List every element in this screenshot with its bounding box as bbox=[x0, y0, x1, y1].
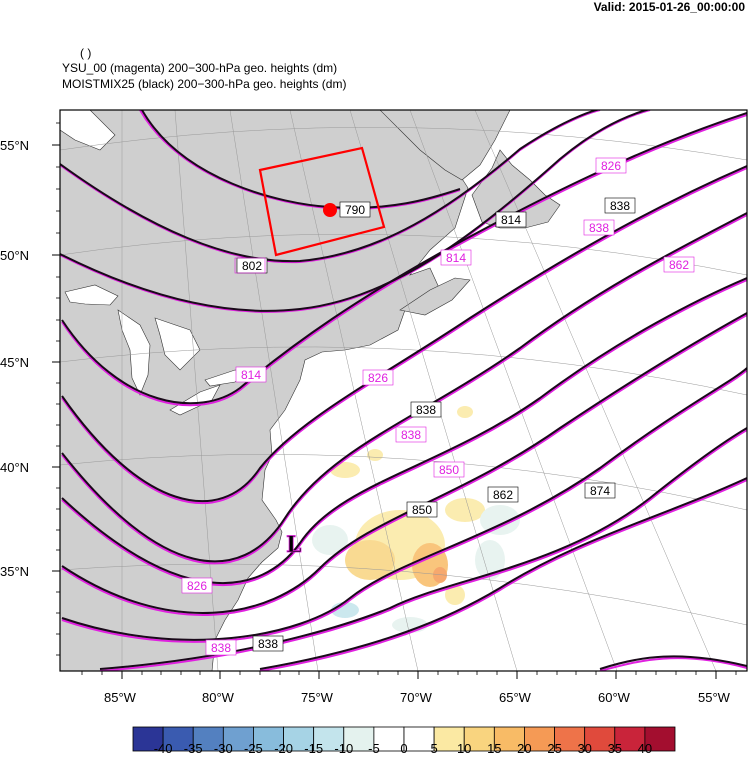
tick-marks bbox=[52, 144, 717, 679]
black-label-862: 862 bbox=[487, 486, 519, 503]
lat-label-50n: 50°N bbox=[0, 248, 30, 263]
colorbar-label: 20 bbox=[517, 741, 532, 756]
colorbar-label: 10 bbox=[456, 741, 472, 756]
black-label-814: 814 bbox=[495, 211, 527, 228]
colorbar-label: 25 bbox=[547, 741, 562, 756]
svg-text:874: 874 bbox=[590, 484, 610, 498]
lon-label-80w: 80°W bbox=[202, 690, 234, 705]
colorbar-label: -15 bbox=[304, 741, 324, 756]
magenta-label-862: 862 bbox=[663, 256, 695, 273]
black-label-838-c: 838 bbox=[252, 635, 284, 652]
colorbar-label: 15 bbox=[487, 741, 502, 756]
magenta-label-802: 802 bbox=[234, 257, 266, 274]
colorbar-label: 0 bbox=[400, 741, 408, 756]
colorbar-label: -35 bbox=[183, 741, 203, 756]
colorbar-label: 40 bbox=[637, 741, 653, 756]
svg-text:850: 850 bbox=[439, 463, 459, 477]
lon-label-60w: 60°W bbox=[598, 690, 630, 705]
minor-ticks bbox=[56, 122, 737, 675]
svg-text:838: 838 bbox=[258, 637, 278, 651]
colorbar-label: -40 bbox=[153, 741, 173, 756]
black-label-838-a: 838 bbox=[604, 197, 636, 214]
black-label-850: 850 bbox=[406, 501, 438, 518]
analysis-point bbox=[323, 203, 337, 217]
land-nova-scotia bbox=[399, 277, 471, 316]
svg-text:802: 802 bbox=[242, 259, 262, 273]
svg-text:838: 838 bbox=[610, 199, 630, 213]
black-label-802: 802 bbox=[236, 257, 268, 274]
lat-label-35n: 35°N bbox=[0, 564, 30, 579]
valid-time: Valid: 2015-01-26_00:00:00 bbox=[593, 0, 745, 14]
colorbar-label: -5 bbox=[368, 741, 380, 756]
magenta-label-814-b: 814 bbox=[235, 366, 267, 383]
svg-text:862: 862 bbox=[669, 258, 689, 272]
black-label-838-b: 838 bbox=[410, 401, 442, 418]
title-parenthesis: ( ) bbox=[80, 46, 92, 60]
colorbar-label: 5 bbox=[430, 741, 438, 756]
black-contour-labels: 790 802 814 838 838 850 862 874 838 bbox=[236, 197, 636, 652]
svg-text:826: 826 bbox=[187, 579, 207, 593]
magenta-label-814-a: 814 bbox=[440, 249, 472, 266]
lat-label-40n: 40°N bbox=[0, 460, 30, 475]
lon-label-65w: 65°W bbox=[499, 690, 531, 705]
svg-text:814: 814 bbox=[446, 251, 466, 265]
magenta-label-850: 850 bbox=[433, 461, 465, 478]
svg-text:838: 838 bbox=[211, 641, 231, 655]
svg-text:850: 850 bbox=[412, 503, 432, 517]
lat-label-55n: 55°N bbox=[0, 138, 30, 153]
magenta-label-826-a: 826 bbox=[595, 157, 627, 174]
svg-text:826: 826 bbox=[368, 371, 388, 385]
svg-text:838: 838 bbox=[416, 403, 436, 417]
svg-text:862: 862 bbox=[493, 488, 513, 502]
lon-label-85w: 85°W bbox=[104, 690, 136, 705]
colorbar-label: -20 bbox=[274, 741, 293, 756]
svg-text:814: 814 bbox=[501, 213, 521, 227]
lon-label-75w: 75°W bbox=[301, 690, 333, 705]
magenta-label-838-a: 838 bbox=[583, 219, 615, 236]
lake-michigan-huron bbox=[117, 309, 201, 396]
lon-label-55w: 55°W bbox=[698, 690, 730, 705]
colorbar-label: -10 bbox=[334, 741, 354, 756]
colorbar-label: 35 bbox=[607, 741, 623, 756]
land-north-america bbox=[60, 110, 469, 671]
title-line-moistmix: MOISTMIX25 (black) 200−300-hPa geo. heig… bbox=[62, 77, 347, 91]
lat-label-45n: 45°N bbox=[0, 355, 30, 370]
colorbar-label: 30 bbox=[577, 741, 592, 756]
analysis-box bbox=[258, 146, 386, 257]
svg-text:826: 826 bbox=[601, 159, 621, 173]
magenta-label-838-b: 838 bbox=[395, 426, 427, 443]
black-label-874: 874 bbox=[584, 482, 616, 499]
colorbar-label: -30 bbox=[213, 741, 233, 756]
magenta-contour-labels: 826 838 814 802 814 826 838 850 862 826 … bbox=[181, 157, 695, 656]
svg-text:814: 814 bbox=[241, 368, 261, 382]
title-line-ysu: YSU_00 (magenta) 200−300-hPa geo. height… bbox=[62, 61, 338, 75]
low-pressure-symbol: L bbox=[286, 532, 301, 558]
hudson-bay-inlet bbox=[60, 110, 116, 151]
black-label-790: 790 bbox=[339, 201, 371, 218]
lake-superior bbox=[64, 284, 119, 306]
svg-text:790: 790 bbox=[345, 203, 365, 217]
magenta-label-826-c: 826 bbox=[181, 577, 213, 594]
lon-label-70w: 70°W bbox=[400, 690, 432, 705]
map-area: L 790 802 814 838 838 850 862 874 838 82… bbox=[60, 110, 747, 671]
magenta-label-826-b: 826 bbox=[362, 369, 394, 386]
colorbar-label: -25 bbox=[243, 741, 263, 756]
svg-text:838: 838 bbox=[401, 428, 421, 442]
magenta-label-838-c: 838 bbox=[205, 639, 237, 656]
map-frame bbox=[59, 109, 748, 672]
svg-text:838: 838 bbox=[589, 221, 609, 235]
